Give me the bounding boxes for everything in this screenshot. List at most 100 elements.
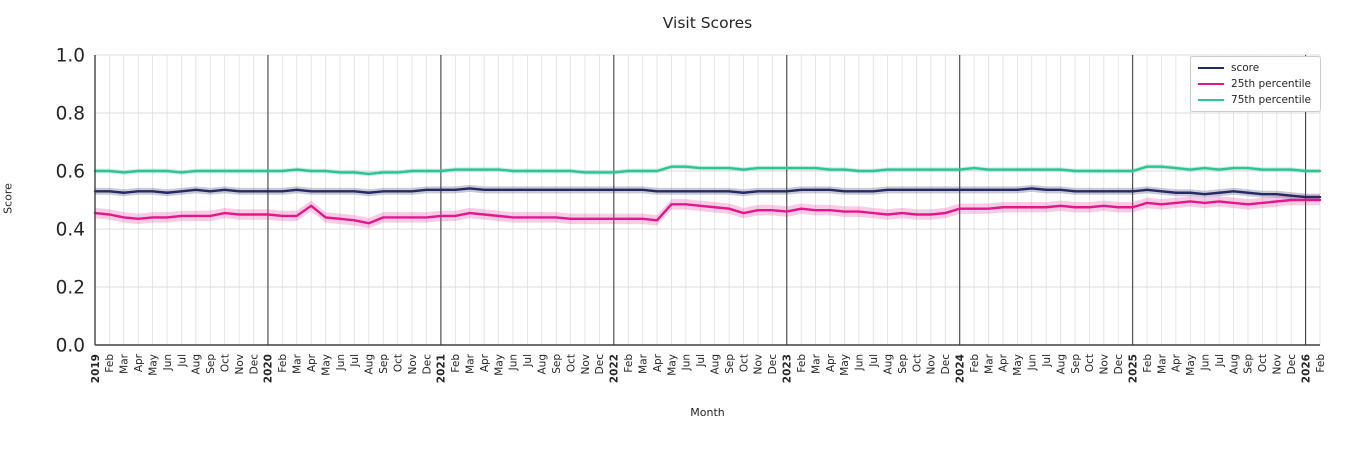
series-band-score xyxy=(95,184,1320,201)
x-tick-label: Apr xyxy=(133,353,145,372)
x-tick-label: Dec xyxy=(940,354,952,375)
legend-item: 75th percentile xyxy=(1198,94,1311,106)
x-tick-label: Jun xyxy=(681,354,693,371)
x-tick-label: Oct xyxy=(1257,354,1269,372)
x-tick-label: 2019 xyxy=(90,354,102,383)
x-tick-label: Jul xyxy=(868,354,880,368)
x-tick-label: May xyxy=(839,354,851,376)
x-tick-label: Dec xyxy=(1286,354,1298,375)
x-tick-label: Oct xyxy=(392,354,404,372)
x-tick-label: May xyxy=(1185,354,1197,376)
x-tick-label: Feb xyxy=(450,354,462,373)
x-tick-label: Sep xyxy=(724,354,736,374)
x-tick-label: Nov xyxy=(580,354,592,375)
x-tick-label: Sep xyxy=(551,354,563,374)
x-tick-label: Dec xyxy=(594,354,606,375)
x-tick-label: Nov xyxy=(926,354,938,375)
x-tick-label: Nov xyxy=(753,354,765,375)
legend-item: score xyxy=(1198,62,1311,74)
x-tick-label: Oct xyxy=(911,354,923,372)
x-tick-label: Jun xyxy=(854,354,866,371)
x-tick-label: Nov xyxy=(407,354,419,375)
y-tick-label: 0.0 xyxy=(56,336,85,357)
x-tick-label: Sep xyxy=(205,354,217,374)
x-tick-label: May xyxy=(320,354,332,376)
x-tick-label: Mar xyxy=(119,353,131,373)
x-tick-label: Oct xyxy=(220,354,232,372)
x-tick-label: Sep xyxy=(1243,354,1255,374)
x-tick-label: 2024 xyxy=(955,354,967,383)
x-tick-label: Dec xyxy=(248,354,260,375)
x-tick-label: Jun xyxy=(162,354,174,371)
x-tick-label: Sep xyxy=(1070,354,1082,374)
x-tick-label: Feb xyxy=(796,354,808,373)
x-tick-label: Aug xyxy=(882,354,894,375)
x-tick-label: Jun xyxy=(1027,354,1039,371)
x-tick-label: Mar xyxy=(465,353,477,373)
x-tick-label: Aug xyxy=(1055,354,1067,375)
x-tick-label: Jul xyxy=(1214,354,1226,368)
x-tick-label: Mar xyxy=(810,353,822,373)
x-tick-label: Nov xyxy=(1099,354,1111,375)
x-tick-label: May xyxy=(147,354,159,376)
y-tick-label: 0.6 xyxy=(56,162,85,183)
x-tick-label: 2026 xyxy=(1300,354,1312,383)
x-tick-label: 2020 xyxy=(263,354,275,383)
x-tick-label: Feb xyxy=(1142,354,1154,373)
y-tick-label: 0.8 xyxy=(56,104,85,125)
x-tick-label: Feb xyxy=(277,354,289,373)
x-tick-label: 2025 xyxy=(1127,354,1139,383)
x-tick-label: Oct xyxy=(565,354,577,372)
x-tick-label: Dec xyxy=(421,354,433,375)
x-tick-label: Aug xyxy=(364,354,376,375)
series-line-score xyxy=(93,187,1322,199)
legend-swatch xyxy=(1198,67,1225,69)
x-tick-label: Apr xyxy=(998,353,1010,372)
x-tick-label: May xyxy=(1012,354,1024,376)
legend: score 25th percentile 75th percentile xyxy=(1190,56,1321,112)
x-tick-label: Feb xyxy=(623,354,635,373)
x-tick-label: May xyxy=(493,354,505,376)
y-tick-label: 0.4 xyxy=(56,220,85,241)
x-tick-label: Jun xyxy=(508,354,520,371)
x-tick-label: Sep xyxy=(378,354,390,374)
series-line-25th-percentile xyxy=(93,198,1322,225)
x-tick-label: Mar xyxy=(637,353,649,373)
x-tick-label: May xyxy=(666,354,678,376)
x-tick-label: Nov xyxy=(1272,354,1284,375)
legend-swatch xyxy=(1198,99,1225,101)
x-tick-label: Apr xyxy=(825,353,837,372)
x-tick-label: Jun xyxy=(1200,354,1212,371)
x-tick-label: Sep xyxy=(897,354,909,374)
y-tick-label: 0.2 xyxy=(56,278,85,299)
legend-swatch xyxy=(1198,83,1225,85)
x-tick-label: Aug xyxy=(537,354,549,375)
x-tick-label: Jul xyxy=(349,354,361,368)
x-tick-label: Apr xyxy=(306,353,318,372)
x-tick-label: Jul xyxy=(522,354,534,368)
x-tick-label: Jul xyxy=(695,354,707,368)
x-axis-label: Month xyxy=(690,406,725,419)
x-tick-label: Apr xyxy=(479,353,491,372)
x-tick-label: Jul xyxy=(1041,354,1053,368)
series-band-25th-percentile xyxy=(95,194,1320,229)
x-tick-label: Mar xyxy=(1156,353,1168,373)
x-tick-label: Feb xyxy=(104,354,116,373)
x-tick-label: Mar xyxy=(292,353,304,373)
x-tick-label: Dec xyxy=(767,354,779,375)
x-tick-label: Aug xyxy=(710,354,722,375)
series-line-75th-percentile xyxy=(93,165,1322,176)
x-tick-label: 2023 xyxy=(782,354,794,383)
legend-label: score xyxy=(1231,62,1260,74)
x-tick-label: Feb xyxy=(969,354,981,373)
x-tick-label: 2021 xyxy=(436,354,448,383)
x-tick-label: Mar xyxy=(983,353,995,373)
x-tick-label: Aug xyxy=(1228,354,1240,375)
x-tick-label: Jun xyxy=(335,354,347,371)
x-tick-label: Feb xyxy=(1315,354,1327,373)
x-tick-label: Nov xyxy=(234,354,246,375)
x-tick-label: Jul xyxy=(176,354,188,368)
